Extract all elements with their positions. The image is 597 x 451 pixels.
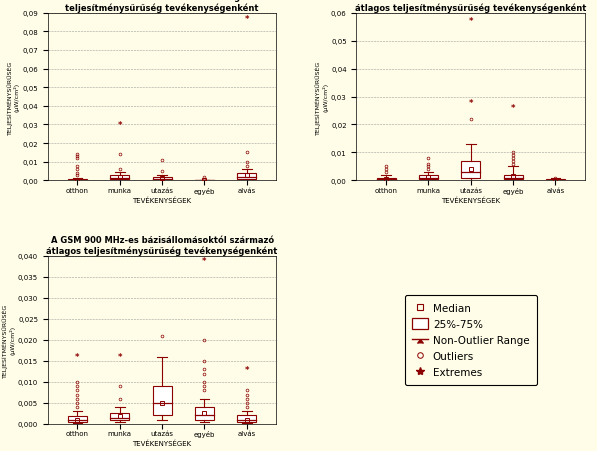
Text: *: *: [245, 14, 249, 23]
Title: A GSM 900 MHz-es mobiltelefonoktól származó
átlagos teljesítménysűrűség tevékeny: A GSM 900 MHz-es mobiltelefonoktól szárm…: [355, 0, 586, 13]
X-axis label: TEVÉKENYSÉGEK: TEVÉKENYSÉGEK: [441, 197, 500, 203]
FancyBboxPatch shape: [546, 179, 565, 181]
FancyBboxPatch shape: [68, 179, 87, 181]
Y-axis label: TELJESÍTMÉNYSŰRŰSÉG
(μW/cm²): TELJESÍTMÉNYSŰRŰSÉG (μW/cm²): [7, 60, 20, 134]
Text: *: *: [511, 104, 515, 113]
FancyBboxPatch shape: [237, 415, 256, 422]
Text: *: *: [469, 98, 473, 107]
Legend: Median, 25%-75%, Non-Outlier Range, Outliers, Extremes: Median, 25%-75%, Non-Outlier Range, Outl…: [405, 295, 537, 385]
FancyBboxPatch shape: [419, 175, 438, 179]
Text: *: *: [118, 352, 122, 361]
X-axis label: TEVÉKENYSÉGEK: TEVÉKENYSÉGEK: [133, 440, 192, 446]
Text: *: *: [202, 256, 207, 265]
Title: A GSM 900 MHz-es bázisállomásoktól származó
átlagos teljesítménysűrűség tevékeny: A GSM 900 MHz-es bázisállomásoktól szárm…: [47, 236, 278, 256]
Y-axis label: TELJESÍTMÉNYSŰRŰSÉG
(μW/cm²): TELJESÍTMÉNYSŰRŰSÉG (μW/cm²): [2, 303, 15, 377]
FancyBboxPatch shape: [195, 180, 214, 181]
Text: *: *: [245, 365, 249, 374]
Text: *: *: [469, 18, 473, 27]
X-axis label: TEVÉKENYSÉGEK: TEVÉKENYSÉGEK: [133, 197, 192, 203]
Text: *: *: [118, 121, 122, 130]
FancyBboxPatch shape: [153, 386, 171, 415]
FancyBboxPatch shape: [377, 178, 396, 180]
FancyBboxPatch shape: [461, 161, 480, 178]
FancyBboxPatch shape: [237, 174, 256, 179]
Y-axis label: TELJESÍTMÉNYSŰRŰSÉG
(μW/cm²): TELJESÍTMÉNYSŰRŰSÉG (μW/cm²): [315, 60, 328, 134]
FancyBboxPatch shape: [153, 177, 171, 180]
FancyBboxPatch shape: [503, 175, 522, 179]
FancyBboxPatch shape: [68, 416, 87, 422]
Text: *: *: [75, 352, 79, 361]
FancyBboxPatch shape: [110, 414, 130, 420]
Title: Az FM rádióadóktól származó átlagos
teljesítménysűrűség tevékenységenként: Az FM rádióadóktól származó átlagos telj…: [65, 0, 259, 13]
FancyBboxPatch shape: [110, 175, 130, 179]
FancyBboxPatch shape: [195, 407, 214, 420]
